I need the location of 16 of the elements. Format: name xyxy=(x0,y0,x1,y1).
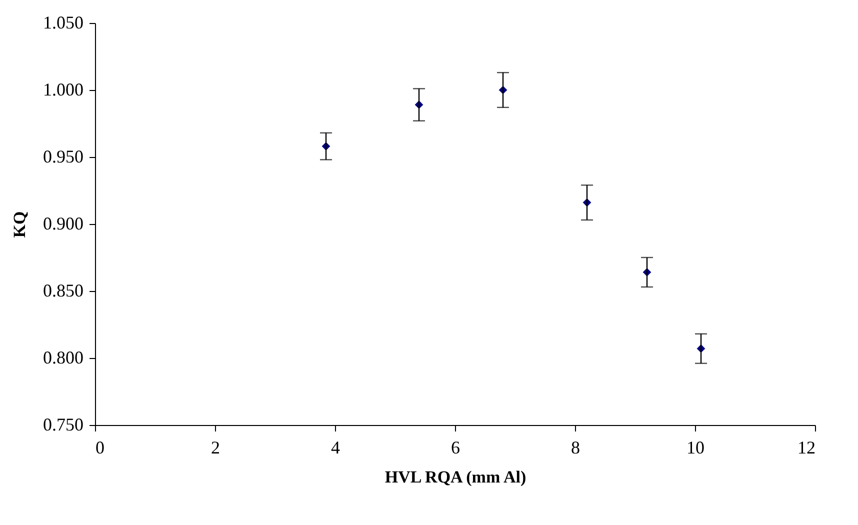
x-tick-label: 6 xyxy=(451,438,460,458)
y-tick-label: 0.950 xyxy=(43,146,84,166)
y-tick-label: 1.000 xyxy=(43,80,84,100)
x-tick-label: 2 xyxy=(211,438,220,458)
y-axis-title: KQ xyxy=(10,211,29,238)
y-tick-label: 1.050 xyxy=(43,12,84,32)
x-tick-label: 0 xyxy=(96,438,104,458)
x-tick-label: 4 xyxy=(331,438,340,458)
x-axis-title: HVL RQA (mm Al) xyxy=(384,468,526,486)
y-tick-label: 0.800 xyxy=(43,348,84,368)
y-tick-label: 0.750 xyxy=(43,414,84,434)
x-tick-label: 10 xyxy=(686,438,704,458)
y-tick-label: 0.850 xyxy=(43,280,84,300)
x-tick-label: 8 xyxy=(571,438,580,458)
y-tick-label: 0.900 xyxy=(43,214,84,234)
x-tick-label: 12 xyxy=(798,438,816,458)
